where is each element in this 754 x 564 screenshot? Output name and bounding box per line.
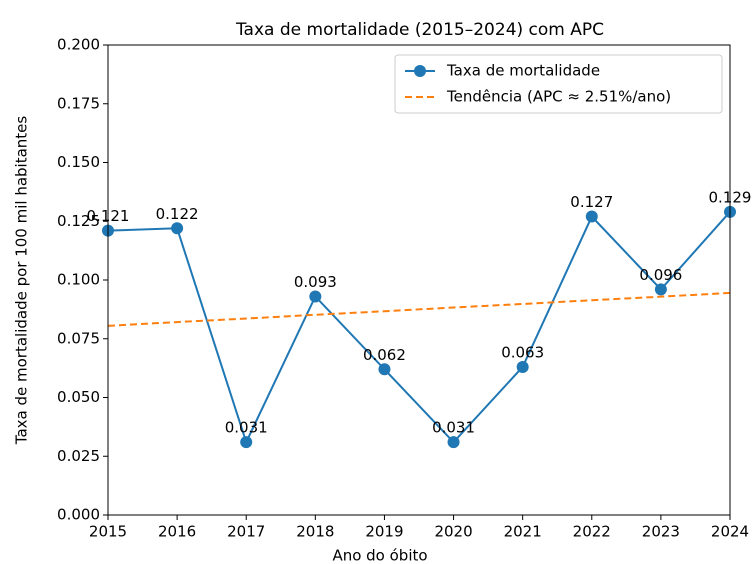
y-tick-label: 0.025 [57, 447, 100, 465]
y-tick-label: 0.000 [57, 506, 100, 524]
x-tick-label: 2018 [296, 523, 334, 541]
legend-box [394, 54, 723, 114]
y-tick-label: 0.175 [57, 94, 100, 112]
data-label: 0.031 [225, 419, 268, 437]
data-point [171, 222, 184, 235]
legend-label: Taxa de mortalidade [446, 62, 600, 80]
y-axis-label: Taxa de mortalidade por 100 mil habitant… [13, 116, 31, 446]
chart-title: Taxa de mortalidade (2015–2024) com APC [235, 20, 604, 40]
plot-frame [107, 44, 731, 516]
data-label: 0.122 [156, 205, 199, 223]
data-point [447, 436, 460, 449]
y-tick-label: 0.100 [57, 271, 100, 289]
data-point [654, 283, 667, 296]
y-tick-label: 0.125 [57, 212, 100, 230]
y-tick-label: 0.150 [57, 153, 100, 171]
x-tick-label: 2017 [227, 523, 265, 541]
legend-label: Tendência (APC ≈ 2.51%/ano) [446, 88, 671, 106]
data-label: 0.063 [501, 343, 544, 361]
x-tick-label: 2022 [573, 523, 611, 541]
data-label: 0.127 [570, 193, 613, 211]
data-point [240, 436, 253, 449]
x-tick-label: 2020 [434, 523, 472, 541]
x-tick-label: 2015 [89, 523, 127, 541]
data-label: 0.096 [639, 266, 682, 284]
series-line [107, 211, 731, 445]
data-point [585, 210, 598, 223]
data-point [309, 290, 322, 303]
data-point [516, 360, 529, 373]
series-line [107, 291, 731, 327]
data-label: 0.062 [363, 346, 406, 364]
x-axis-label: Ano do óbito [332, 547, 427, 564]
y-tick-label: 0.075 [57, 329, 100, 347]
x-tick-label: 2024 [711, 523, 749, 541]
x-tick-label: 2021 [504, 523, 542, 541]
y-tick-label: 0.050 [57, 388, 100, 406]
x-tick-label: 2023 [642, 523, 680, 541]
x-tick-label: 2019 [365, 523, 403, 541]
x-tick-label: 2016 [158, 523, 196, 541]
data-label: 0.031 [432, 419, 475, 437]
y-tick-label: 0.200 [57, 36, 100, 54]
data-point [378, 363, 391, 376]
legend-marker [414, 65, 426, 77]
data-label: 0.093 [294, 273, 337, 291]
